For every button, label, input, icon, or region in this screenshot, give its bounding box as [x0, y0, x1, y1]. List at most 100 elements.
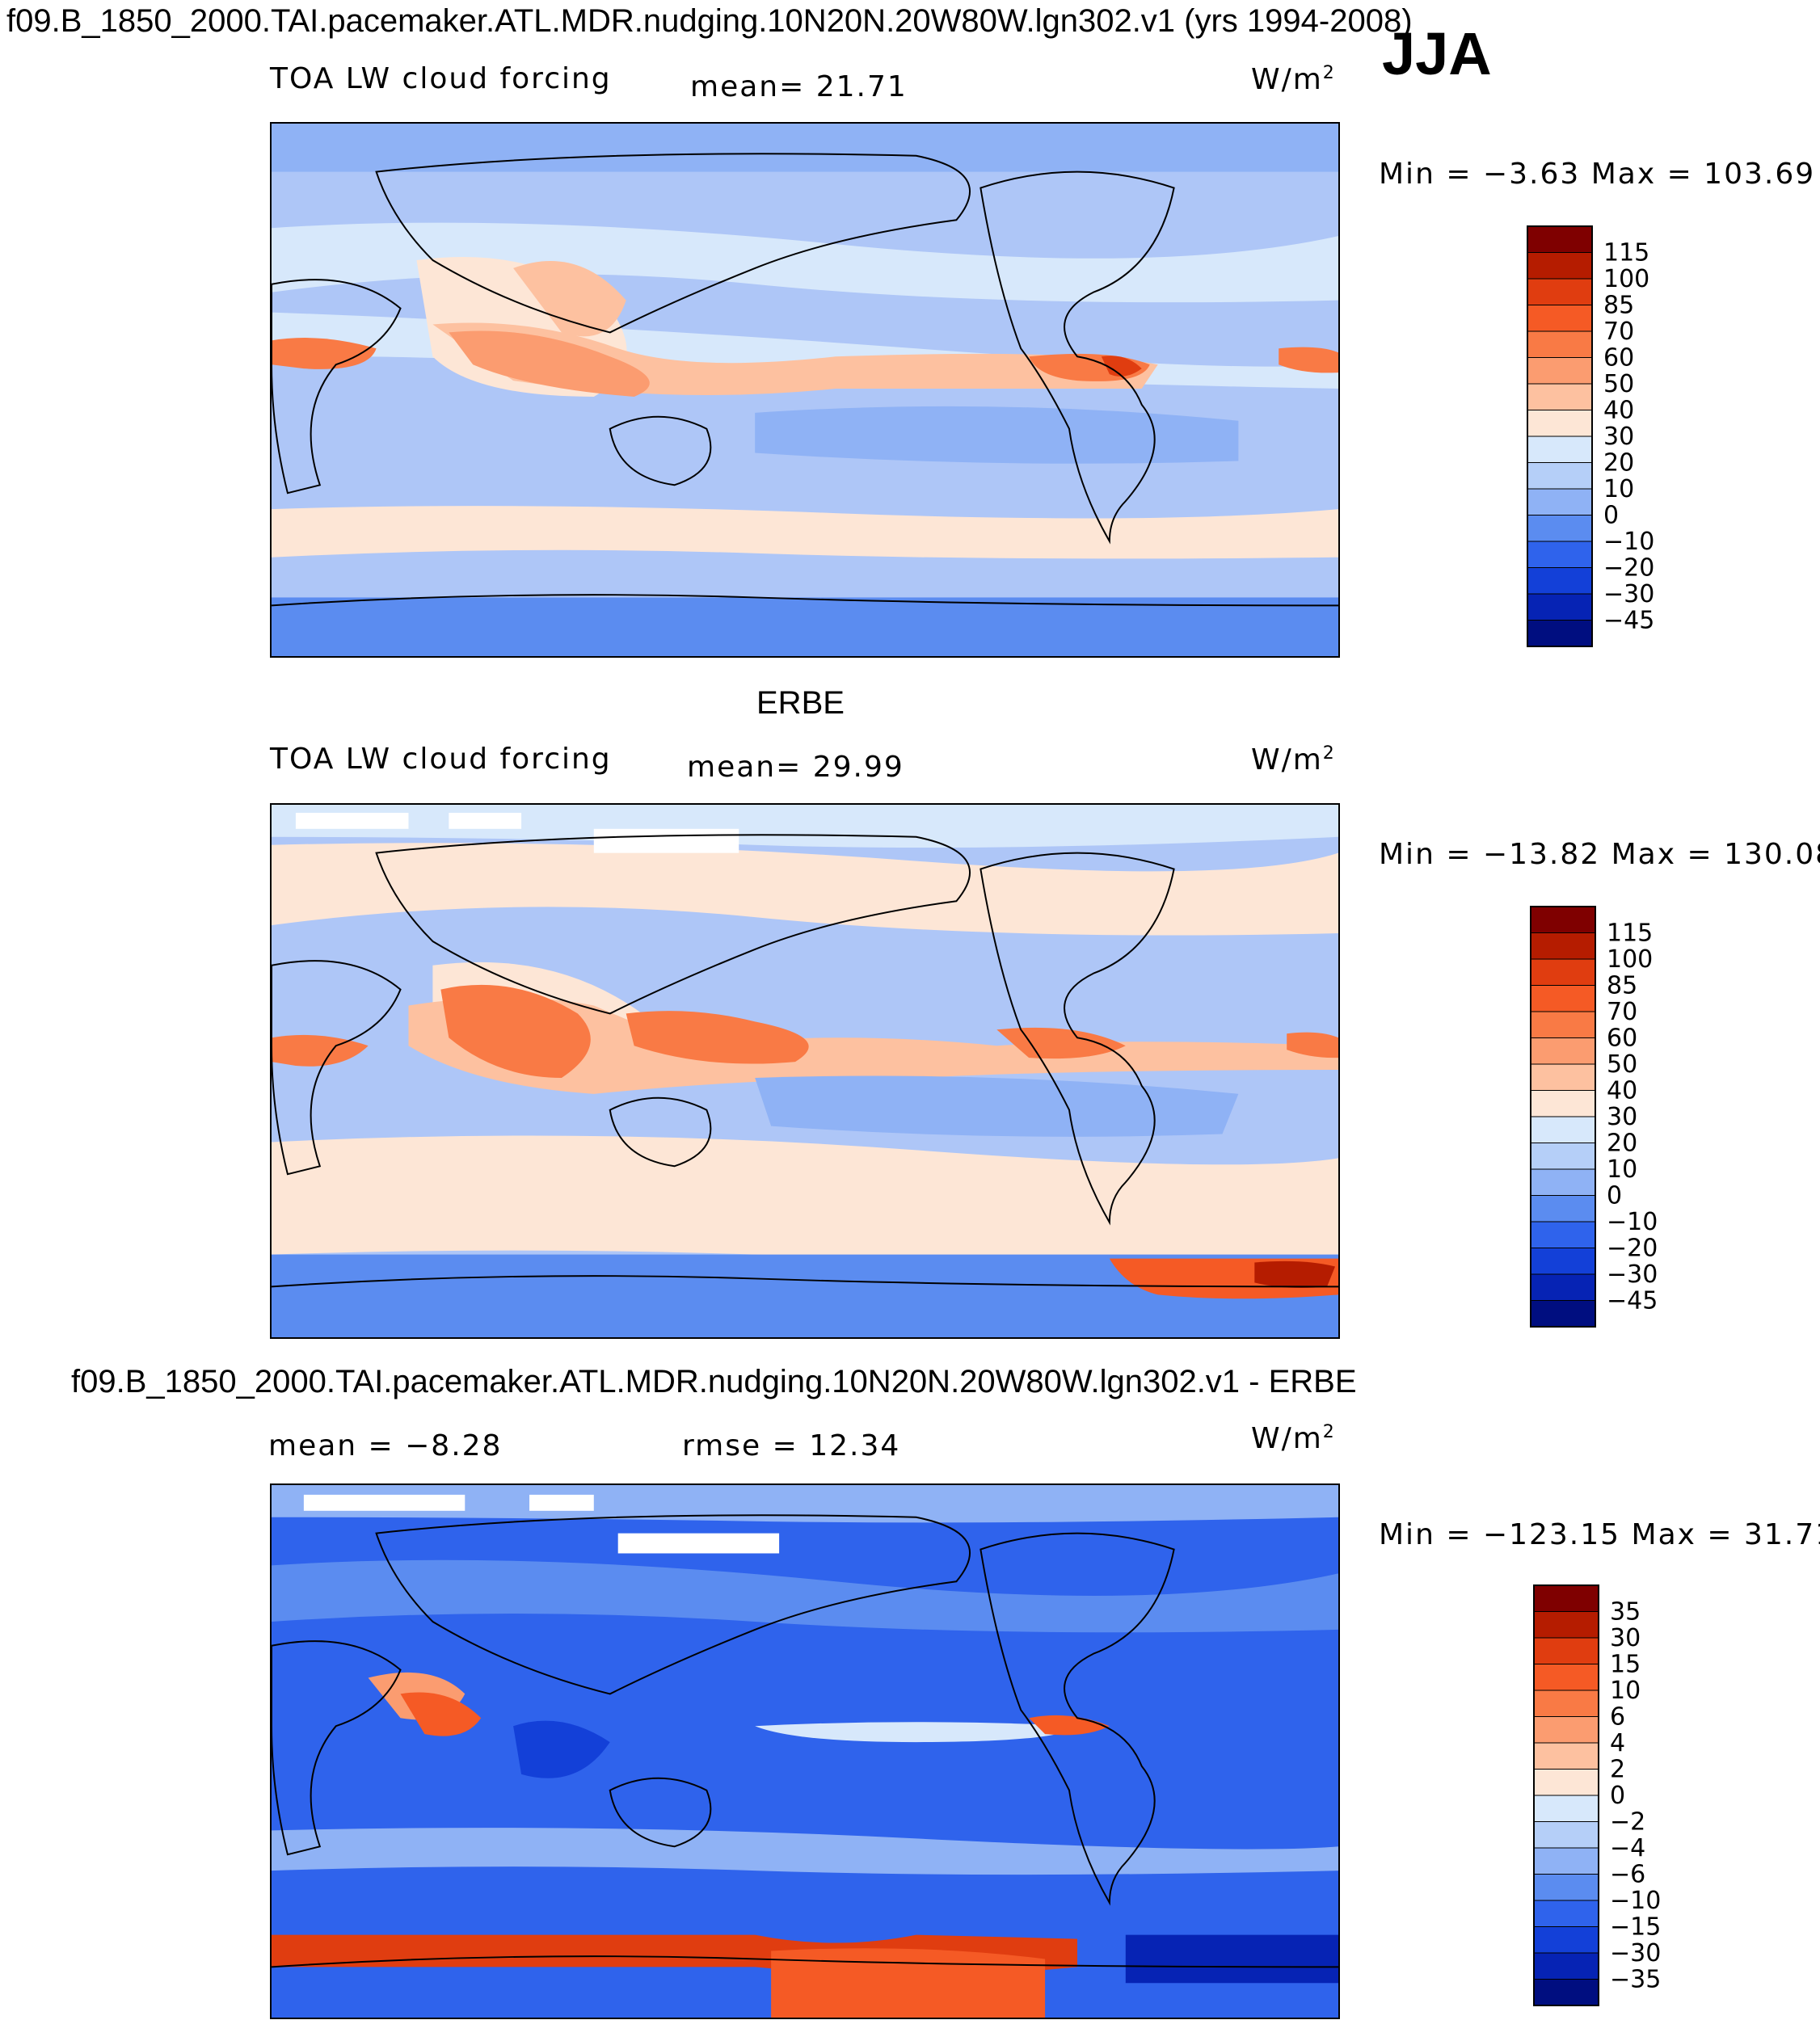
panel3-rmse: rmse = 12.34 — [682, 1429, 901, 1462]
panel3-map — [270, 1483, 1340, 2019]
colorbar-swatch — [1527, 541, 1593, 568]
colorbar-outline — [1533, 1584, 1599, 2006]
colorbar-swatch — [1533, 1611, 1599, 1639]
colorbar-swatch — [1527, 278, 1593, 305]
colorbar-swatch — [1533, 1664, 1599, 1691]
panel1-variable-label: TOA LW cloud forcing — [270, 62, 612, 95]
colorbar-tick-label: 30 — [1603, 423, 1634, 451]
colorbar-tick-label: 35 — [1610, 1598, 1641, 1627]
colorbar-tick-label: 40 — [1607, 1077, 1637, 1105]
colorbar-swatch — [1530, 932, 1596, 960]
colorbar-tick-label: 20 — [1603, 449, 1634, 478]
colorbar-swatch — [1530, 1273, 1596, 1301]
colorbar-tick-label: −35 — [1610, 1966, 1661, 1994]
panel3-mean: mean = −8.28 — [268, 1429, 503, 1462]
colorbar-outline — [1527, 225, 1593, 647]
panel3-colorbar: 35 30 15 10 6 4 2 0 −2 −4 −6 −10 −15 −30 −35 — [1533, 1584, 1696, 2006]
colorbar-swatch — [1530, 1037, 1596, 1065]
colorbar-tick-label: 40 — [1603, 397, 1634, 425]
panel2-units: W/m2 — [1251, 743, 1336, 776]
colorbar-tick-label: −4 — [1610, 1834, 1645, 1862]
panel3-units: W/m2 — [1251, 1422, 1336, 1455]
colorbar-tick-label: 85 — [1607, 972, 1637, 1000]
colorbar-swatch — [1533, 1979, 1599, 2006]
season-label: JJA — [1382, 20, 1492, 87]
colorbar-tick-label: 10 — [1603, 475, 1634, 503]
panel2-map — [270, 803, 1340, 1339]
colorbar-tick-label: 0 — [1607, 1182, 1622, 1210]
panel3-subtitle: f09.B_1850_2000.TAI.pacemaker.ATL.MDR.nu… — [71, 1364, 1357, 1399]
colorbar-tick-label: 10 — [1610, 1677, 1641, 1705]
colorbar-swatch — [1533, 1821, 1599, 1849]
colorbar-tick-label: 85 — [1603, 292, 1634, 320]
colorbar-tick-label: 30 — [1607, 1103, 1637, 1131]
colorbar-tick-label: 4 — [1610, 1729, 1625, 1757]
panel2-colorbar: 115 100 85 70 60 50 40 30 20 10 0 −10 −20 −30 −45 — [1530, 906, 1692, 1328]
colorbar-tick-label: −20 — [1607, 1235, 1658, 1263]
colorbar-tick-label: −30 — [1603, 580, 1654, 608]
colorbar-swatch — [1530, 1221, 1596, 1248]
colorbar-tick-label: −10 — [1610, 1887, 1661, 1915]
panel1-colorbar: 115 100 85 70 60 50 40 30 20 10 0 −10 −20 −30 −45 — [1527, 225, 1689, 647]
colorbar-swatch — [1533, 1742, 1599, 1770]
colorbar-tick-label: −30 — [1607, 1260, 1658, 1289]
colorbar-swatch — [1527, 488, 1593, 516]
colorbar-swatch — [1527, 357, 1593, 385]
colorbar-tick-label: −45 — [1603, 607, 1654, 635]
colorbar-tick-label: 2 — [1610, 1756, 1625, 1784]
colorbar-tick-label: 60 — [1603, 344, 1634, 372]
colorbar-tick-label: 20 — [1607, 1130, 1637, 1158]
colorbar-tick-label: −10 — [1603, 528, 1654, 556]
colorbar-swatch — [1533, 1637, 1599, 1664]
colorbar-tick-label: 0 — [1603, 502, 1619, 530]
colorbar-swatch — [1530, 1195, 1596, 1223]
colorbar-swatch — [1530, 906, 1596, 933]
colorbar-swatch — [1530, 1143, 1596, 1170]
colorbar-swatch — [1533, 1900, 1599, 1927]
colorbar-swatch — [1527, 436, 1593, 463]
colorbar-swatch — [1527, 383, 1593, 410]
colorbar-tick-label: 70 — [1607, 998, 1637, 1026]
colorbar-swatch — [1530, 1168, 1596, 1196]
colorbar-swatch — [1530, 1300, 1596, 1328]
colorbar-swatch — [1533, 1769, 1599, 1796]
colorbar-swatch — [1527, 225, 1593, 253]
colorbar-swatch — [1527, 620, 1593, 647]
colorbar-tick-label: −30 — [1610, 1939, 1661, 1967]
colorbar-tick-label: 60 — [1607, 1025, 1637, 1053]
colorbar-tick-label: −2 — [1610, 1808, 1645, 1837]
panel1-minmax: Min = −3.63 Max = 103.69 — [1379, 158, 1816, 191]
figure-title: f09.B_1850_2000.TAI.pacemaker.ATL.MDR.nu… — [6, 3, 1413, 39]
panel2-subtitle: ERBE — [756, 685, 845, 721]
colorbar-swatch — [1533, 1584, 1599, 1612]
panel2-minmax: Min = −13.82 Max = 130.08 — [1379, 838, 1820, 871]
colorbar-tick-label: 115 — [1607, 920, 1653, 948]
colorbar-outline — [1530, 906, 1596, 1328]
colorbar-swatch — [1527, 305, 1593, 332]
colorbar-tick-label: 100 — [1603, 265, 1649, 293]
panel1-units: W/m2 — [1251, 63, 1336, 96]
colorbar-tick-label: −45 — [1607, 1287, 1658, 1315]
colorbar-swatch — [1533, 1874, 1599, 1901]
colorbar-swatch — [1527, 410, 1593, 437]
colorbar-tick-label: 70 — [1603, 318, 1634, 346]
colorbar-swatch — [1527, 252, 1593, 280]
panel2-mean: mean= 29.99 — [687, 751, 904, 784]
colorbar-swatch — [1527, 593, 1593, 621]
colorbar-swatch — [1530, 985, 1596, 1012]
colorbar-tick-label: 30 — [1610, 1624, 1641, 1652]
colorbar-tick-label: −6 — [1610, 1861, 1645, 1889]
colorbar-swatch — [1527, 515, 1593, 542]
colorbar-tick-label: 15 — [1610, 1651, 1641, 1679]
colorbar-swatch — [1527, 567, 1593, 595]
colorbar-swatch — [1533, 1795, 1599, 1822]
colorbar-tick-label: −20 — [1603, 554, 1654, 583]
colorbar-swatch — [1527, 462, 1593, 490]
colorbar-tick-label: 0 — [1610, 1782, 1625, 1810]
colorbar-tick-label: 100 — [1607, 945, 1653, 974]
colorbar-swatch — [1533, 1926, 1599, 1954]
colorbar-swatch — [1530, 1116, 1596, 1143]
colorbar-swatch — [1533, 1847, 1599, 1875]
colorbar-tick-label: −15 — [1610, 1913, 1661, 1942]
panel3-minmax: Min = −123.15 Max = 31.71 — [1379, 1518, 1820, 1551]
